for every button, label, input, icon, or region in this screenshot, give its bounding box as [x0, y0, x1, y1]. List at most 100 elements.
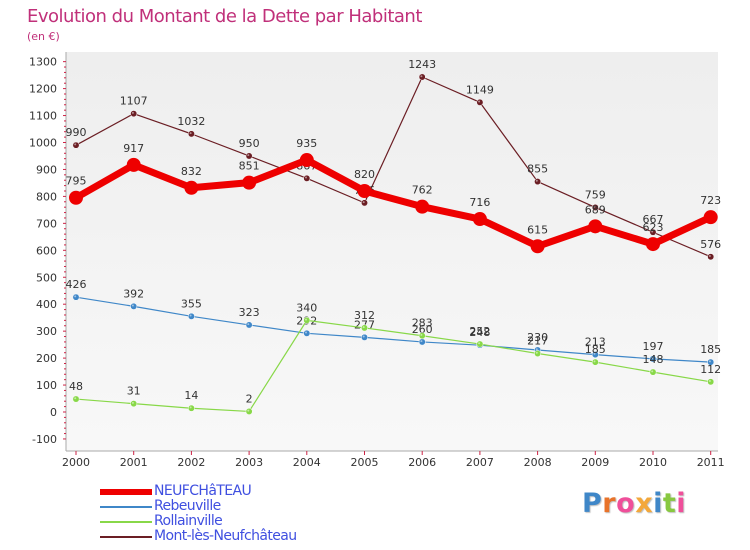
point-highlight	[651, 230, 654, 233]
data-point	[476, 98, 484, 106]
point-highlight	[362, 335, 365, 338]
point-highlight	[305, 318, 307, 321]
data-point	[591, 358, 599, 366]
data-point	[707, 253, 715, 261]
x-tick-label: 2003	[235, 456, 263, 469]
point-highlight	[535, 351, 538, 354]
data-label: 1149	[466, 83, 494, 96]
data-point	[415, 199, 430, 214]
data-point	[72, 293, 80, 301]
series-line	[75, 296, 711, 363]
data-point	[361, 333, 368, 341]
y-tick-label: 900	[36, 163, 57, 176]
data-label: 689	[585, 203, 606, 216]
data-point	[418, 338, 426, 346]
y-tick-label: 100	[36, 379, 57, 392]
legend-swatch	[100, 536, 152, 538]
data-label: 31	[127, 385, 141, 398]
data-point	[418, 73, 426, 81]
data-point	[245, 408, 253, 415]
data-point	[303, 174, 311, 182]
data-label: 855	[527, 163, 548, 176]
data-label: 917	[123, 142, 144, 155]
data-label: 851	[239, 160, 260, 173]
point-highlight	[535, 179, 538, 182]
point-highlight	[189, 132, 192, 135]
data-label: 1243	[408, 58, 436, 71]
data-label: 197	[643, 340, 664, 353]
point-highlight	[131, 401, 134, 404]
series-line	[74, 156, 713, 250]
point-highlight	[247, 409, 250, 412]
data-label: 392	[123, 287, 144, 300]
data-label: 252	[469, 325, 490, 338]
data-label: 230	[527, 331, 548, 344]
x-tick-label: 2004	[293, 456, 321, 469]
data-label: 950	[239, 137, 260, 150]
point-highlight	[74, 397, 77, 400]
data-label: 148	[643, 353, 664, 366]
legend-label: Rebeuville	[154, 498, 221, 514]
data-label: 340	[296, 301, 317, 314]
y-tick-label: 200	[36, 352, 57, 365]
x-tick-label: 2001	[120, 456, 148, 469]
point-highlight	[305, 176, 307, 179]
y-tick-label: 1200	[29, 83, 57, 96]
data-point	[591, 203, 599, 211]
data-point	[72, 141, 80, 149]
data-label: 323	[239, 306, 260, 319]
data-point	[187, 130, 195, 138]
logo-letter: P	[582, 488, 603, 519]
y-tick-label: 300	[36, 325, 57, 338]
data-label: 832	[181, 165, 202, 178]
y-tick-label: -100	[32, 433, 57, 446]
data-label: 795	[66, 175, 87, 188]
point-highlight	[189, 314, 192, 317]
data-label: 260	[412, 323, 433, 336]
point-highlight	[189, 406, 192, 409]
data-point	[703, 210, 718, 225]
x-tick-label: 2007	[466, 456, 494, 469]
plot-background	[66, 52, 718, 451]
data-point	[303, 329, 311, 337]
data-point	[357, 184, 372, 199]
data-label: 213	[585, 336, 606, 349]
data-label: 426	[66, 278, 87, 291]
point-highlight	[651, 370, 654, 373]
logo-letter: o	[616, 488, 636, 519]
y-tick-label: 800	[36, 190, 57, 203]
data-label: 990	[66, 126, 87, 139]
point-highlight	[478, 100, 481, 103]
data-label: 14	[184, 389, 198, 402]
legend-label: NEUFCHâTEAU	[154, 483, 252, 499]
data-point	[130, 110, 138, 118]
x-tick-label: 2009	[581, 456, 609, 469]
data-point	[126, 157, 141, 172]
data-point	[303, 316, 311, 324]
data-point	[245, 152, 253, 160]
x-tick-label: 2006	[408, 456, 436, 469]
data-point	[649, 228, 657, 236]
proxiti-logo: Proxiti	[582, 488, 686, 519]
data-point	[707, 378, 715, 386]
data-label: 623	[643, 221, 664, 234]
point-highlight	[535, 348, 538, 351]
legend-label: Rollainville	[154, 513, 223, 529]
data-label: 820	[354, 168, 375, 181]
data-label: 935	[296, 137, 317, 150]
x-tick-label: 2010	[639, 456, 667, 469]
series-line	[75, 319, 711, 413]
logo-letter: i	[676, 488, 687, 519]
data-point	[588, 219, 603, 234]
data-point	[299, 153, 314, 168]
x-tick-label: 2005	[351, 456, 379, 469]
data-point	[591, 351, 599, 359]
data-label: 283	[412, 317, 433, 330]
data-point	[361, 324, 368, 332]
data-point	[649, 368, 657, 376]
data-label: 723	[700, 194, 721, 207]
data-label: 48	[69, 380, 83, 393]
point-highlight	[708, 380, 711, 383]
